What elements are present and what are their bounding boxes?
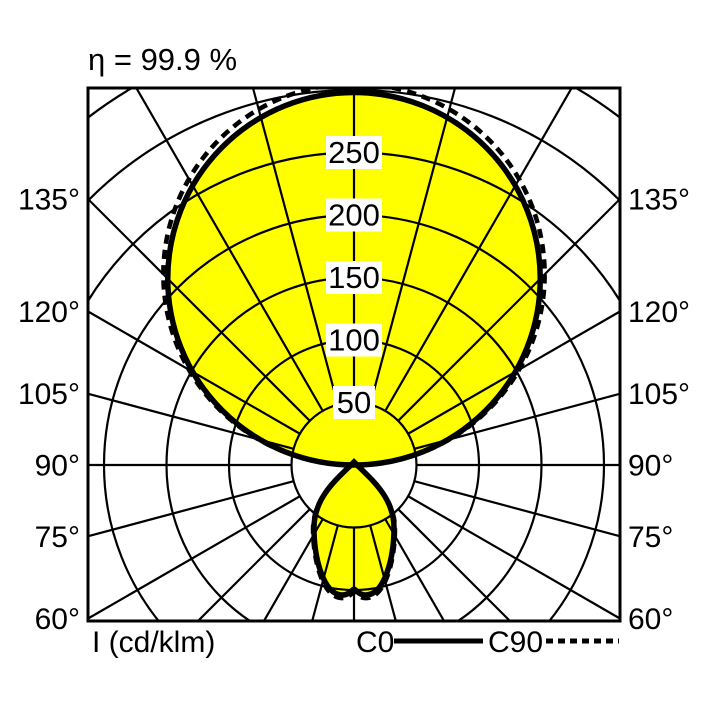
grid-spoke (414, 392, 620, 450)
radial-tick-box (326, 198, 382, 232)
grid-spoke (397, 508, 512, 621)
grid-spoke (88, 480, 294, 538)
radial-tick-labels: 250 200 150 100 50 (326, 135, 382, 420)
angle-labels: 135° 135° 120° 120° 105° 105° 90° 90° 75° 75° 60° 6… (18, 184, 690, 637)
grid-spoke (369, 525, 397, 621)
legend: C0 C90 (356, 626, 619, 659)
grid-spoke (384, 88, 573, 412)
angle-label-left-90: 90° (35, 450, 80, 483)
grid-spoke (88, 197, 311, 422)
angle-label-right-90: 90° (628, 450, 673, 483)
intensity-unit-label: I (cd/klm) (92, 626, 215, 659)
curve-c90-dashed (161, 88, 547, 601)
radial-tick-box (326, 261, 382, 294)
lower-lobe-outline-c90 (310, 458, 398, 601)
grid-spoke (369, 88, 457, 405)
grid-spoke (196, 508, 311, 621)
radial-tick-label: 200 (328, 198, 380, 233)
grid-spoke (251, 88, 339, 405)
grid-spoke (88, 495, 301, 620)
legend-c90-label: C90 (488, 626, 543, 659)
radial-tick-label: 150 (328, 260, 380, 295)
grid-spoke (262, 518, 324, 621)
angle-label-right-60: 60° (628, 603, 673, 636)
angle-label-left-75: 75° (35, 521, 80, 554)
angle-label-right-105: 105° (628, 378, 690, 411)
grid-spoke (88, 392, 294, 450)
grid-spoke (407, 310, 620, 435)
legend-c0-label: C0 (356, 626, 394, 659)
grid-spoke (135, 88, 324, 412)
angle-label-left-60: 60° (35, 603, 80, 636)
grid-spoke (88, 310, 301, 435)
grid-spoke (407, 495, 620, 620)
angle-label-left-120: 120° (18, 296, 80, 329)
angle-label-left-105: 105° (18, 378, 80, 411)
efficiency-label: η = 99.9 % (88, 42, 237, 77)
radial-tick-box (333, 386, 375, 419)
radial-tick-label: 50 (337, 385, 371, 420)
radial-tick-label: 100 (328, 323, 380, 358)
grid-spoke (414, 480, 620, 538)
angle-label-right-135: 135° (628, 184, 690, 217)
grid-spoke (311, 525, 339, 621)
grid-spoke (384, 518, 446, 621)
radial-tick-box (326, 323, 382, 357)
angle-label-right-120: 120° (628, 296, 690, 329)
plot-border (86, 86, 622, 623)
grid-spoke (397, 197, 620, 422)
angle-label-right-75: 75° (628, 521, 673, 554)
radial-tick-box (326, 136, 382, 169)
radial-tick-label: 250 (328, 135, 380, 170)
angle-label-left-135: 135° (18, 184, 80, 217)
